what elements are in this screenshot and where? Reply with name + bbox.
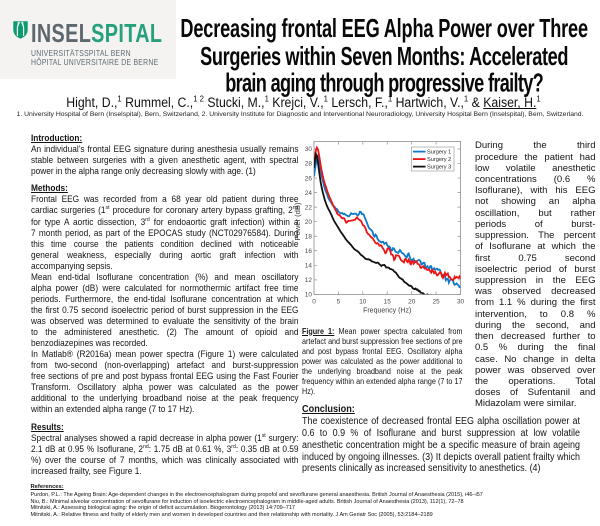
svg-text:Frequency (Hz): Frequency (Hz) (363, 307, 411, 314)
svg-text:22: 22 (305, 204, 313, 211)
svg-text:24: 24 (305, 190, 313, 197)
svg-text:28: 28 (305, 161, 313, 168)
svg-text:Surgery 2: Surgery 2 (427, 157, 451, 163)
svg-text:10: 10 (359, 299, 367, 306)
svg-text:20: 20 (305, 219, 313, 226)
svg-text:15: 15 (384, 299, 392, 306)
svg-text:14: 14 (305, 263, 313, 270)
svg-text:20: 20 (408, 299, 416, 306)
svg-text:10: 10 (305, 292, 313, 299)
svg-text:30: 30 (305, 146, 313, 153)
svg-text:Surgery 1: Surgery 1 (427, 150, 451, 156)
svg-text:Surgery 3: Surgery 3 (427, 165, 451, 171)
svg-text:0: 0 (312, 299, 316, 306)
svg-text:5: 5 (337, 299, 341, 306)
svg-text:Power (dB): Power (dB) (293, 202, 302, 240)
svg-text:30: 30 (457, 299, 465, 306)
svg-text:12: 12 (305, 277, 313, 284)
svg-text:26: 26 (305, 175, 313, 182)
svg-text:16: 16 (305, 248, 313, 255)
svg-text:18: 18 (305, 233, 313, 240)
svg-text:25: 25 (433, 299, 441, 306)
